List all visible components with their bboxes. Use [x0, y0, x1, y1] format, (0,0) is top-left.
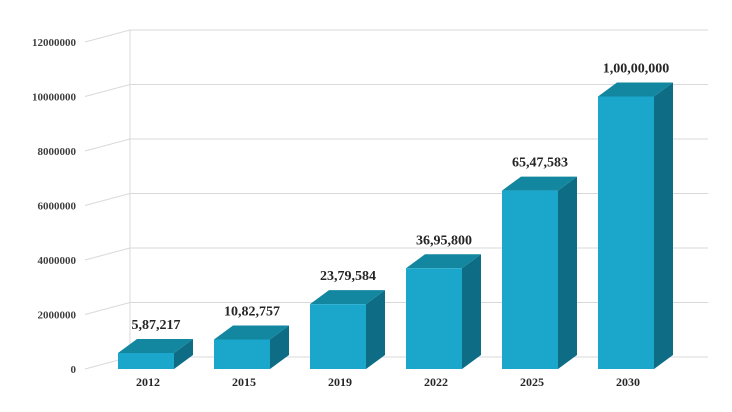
data-label: 5,87,217	[132, 318, 181, 333]
data-label: 10,82,757	[224, 304, 280, 319]
gridline-connector	[84, 138, 131, 152]
y-tick-label: 8000000	[38, 146, 77, 158]
gridline-connector	[84, 302, 131, 315]
bar	[214, 339, 270, 369]
gridline-connector	[84, 29, 131, 43]
bar-top	[406, 254, 481, 269]
gridline-connector	[84, 193, 131, 206]
bar	[598, 96, 654, 369]
x-tick-label: 2019	[328, 375, 352, 389]
x-tick-label: 2022	[424, 375, 448, 389]
bar-top	[502, 176, 577, 191]
data-label: 23,79,584	[320, 269, 376, 284]
bar	[406, 268, 462, 369]
bar-side	[270, 325, 289, 369]
gridline-connector	[84, 84, 131, 97]
x-tick-label: 2015	[232, 375, 256, 389]
bar-side	[366, 290, 385, 369]
x-tick-label: 2012	[136, 375, 160, 389]
bar-top	[310, 290, 385, 305]
y-tick-label: 12000000	[32, 37, 77, 49]
y-tick-label: 4000000	[38, 255, 77, 267]
data-label: 1,00,00,000	[603, 62, 670, 77]
bar-top	[118, 338, 193, 353]
x-tick-label: 2025	[520, 375, 544, 389]
data-label: 36,95,800	[416, 233, 472, 248]
bar-top	[598, 82, 673, 97]
data-label: 65,47,583	[512, 156, 568, 171]
bar-side	[654, 82, 673, 369]
y-tick-label: 0	[71, 364, 77, 376]
gridline-connector	[84, 247, 131, 261]
y-tick-label: 10000000	[32, 92, 77, 104]
bar-top	[214, 325, 289, 340]
bar-side	[462, 254, 481, 369]
y-tick-label: 6000000	[38, 201, 77, 213]
x-tick-label: 2030	[616, 375, 640, 389]
bar	[502, 190, 558, 369]
bar	[310, 304, 366, 369]
y-tick-label: 2000000	[38, 310, 77, 322]
bar	[118, 352, 174, 369]
bar-side	[558, 176, 577, 369]
bar-side	[174, 338, 193, 369]
